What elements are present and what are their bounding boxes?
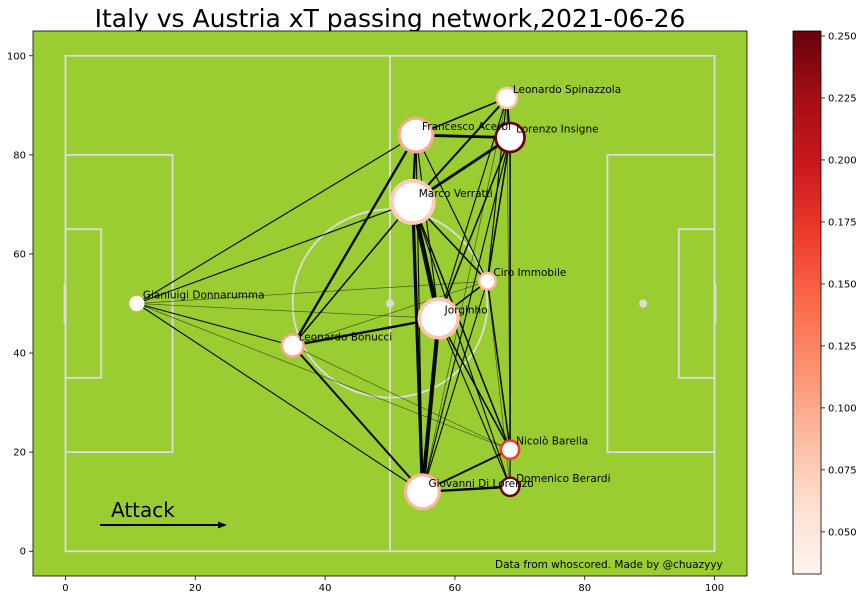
pass-line bbox=[136, 302, 424, 493]
player-node-core bbox=[393, 182, 432, 222]
player-label: Gianluigi Donnarumma bbox=[143, 290, 265, 302]
colorbar: 0.050 0.075 0.100 0.125 0.150 0.175 0.200 0.225… bbox=[792, 30, 857, 575]
pass-line bbox=[486, 280, 511, 451]
x-tick-label: 60 bbox=[449, 583, 462, 594]
pass-line bbox=[506, 97, 511, 451]
player-node-core bbox=[407, 476, 438, 508]
centre-spot bbox=[386, 299, 394, 308]
colorbar-tick-label: 0.125 bbox=[828, 341, 857, 352]
player-node-core bbox=[496, 124, 524, 151]
centre-circle bbox=[291, 208, 489, 399]
y-tick-label: 0 bbox=[20, 547, 26, 558]
player-label: Domenico Berardi bbox=[516, 473, 610, 485]
attack-label: Attack bbox=[111, 498, 175, 522]
pass-line bbox=[422, 97, 508, 493]
pass-line bbox=[291, 133, 418, 347]
pass-line bbox=[438, 317, 511, 488]
x-tick-label: 40 bbox=[319, 583, 332, 594]
x-axis: 0 20 40 60 80 100 bbox=[62, 576, 724, 594]
penalty-spot-right bbox=[639, 299, 648, 308]
pass-line bbox=[411, 200, 425, 494]
pass-line bbox=[292, 345, 511, 451]
x-tick-label: 20 bbox=[189, 583, 202, 594]
pass-line bbox=[136, 303, 440, 319]
pass-line bbox=[415, 134, 488, 282]
y-tick-label: 100 bbox=[7, 51, 26, 62]
pass-line bbox=[412, 201, 511, 488]
pass-line bbox=[411, 96, 508, 203]
pass-line bbox=[291, 344, 424, 493]
y-tick-label: 60 bbox=[13, 249, 26, 260]
pass-line bbox=[136, 280, 488, 304]
colorbar-tick-label: 0.050 bbox=[828, 527, 857, 538]
player-node-core bbox=[480, 274, 495, 289]
attack-annotation: Attack bbox=[100, 498, 227, 529]
player-node-core bbox=[282, 335, 303, 356]
footnote: Data from whoscored. Made by @chuazyyy bbox=[495, 559, 723, 571]
y-tick-label: 20 bbox=[13, 448, 26, 459]
colorbar-tick-label: 0.200 bbox=[828, 155, 857, 166]
pass-line bbox=[437, 136, 511, 320]
pitch-markings bbox=[63, 54, 717, 553]
colorbar-tick-label: 0.075 bbox=[828, 465, 857, 476]
x-tick-label: 100 bbox=[705, 583, 724, 594]
player-label: Lorenzo Insigne bbox=[516, 124, 598, 136]
colorbar-tick-label: 0.250 bbox=[828, 31, 857, 42]
colorbar-tick-label: 0.225 bbox=[828, 93, 857, 104]
pass-line bbox=[421, 280, 488, 493]
colorbar-tick-label: 0.150 bbox=[828, 279, 857, 290]
pass-line bbox=[136, 134, 417, 305]
six-yard-box-right bbox=[677, 228, 716, 379]
player-label: Marco Verratti bbox=[419, 188, 493, 200]
player-label: Leonardo Bonucci bbox=[299, 332, 393, 344]
player-node-core bbox=[131, 298, 143, 309]
colorbar-ticks: 0.050 0.075 0.100 0.125 0.150 0.175 0.200 0.225… bbox=[821, 31, 857, 538]
pass-line bbox=[136, 303, 511, 451]
player-node-core bbox=[498, 89, 516, 107]
chart-title: Italy vs Austria xT passing network,2021… bbox=[95, 4, 686, 33]
colorbar-tick-label: 0.100 bbox=[828, 403, 857, 414]
player-label: Ciro Immobile bbox=[493, 267, 566, 279]
player-label: Leonardo Spinazzola bbox=[513, 84, 621, 96]
pass-line bbox=[291, 317, 440, 347]
pass-line bbox=[136, 302, 294, 347]
pass-line bbox=[291, 201, 414, 347]
colorbar-tick-label: 0.175 bbox=[828, 217, 857, 228]
player-node-core bbox=[502, 478, 518, 495]
x-tick-label: 80 bbox=[578, 583, 591, 594]
pass-line bbox=[415, 134, 440, 319]
player-labels: Gianluigi Donnarumma Leonardo Bonucci Fran… bbox=[143, 84, 621, 490]
player-label: Jorginho bbox=[444, 304, 488, 316]
player-label: Francesco Acerbi bbox=[422, 121, 511, 133]
six-yard-box-left bbox=[64, 228, 103, 379]
attack-arrow-head bbox=[218, 521, 227, 529]
pass-line bbox=[136, 201, 414, 305]
pass-line bbox=[486, 136, 511, 282]
x-tick-label: 0 bbox=[62, 583, 68, 594]
player-node-core bbox=[400, 119, 432, 151]
pass-line bbox=[420, 316, 441, 494]
y-axis: 0 20 40 60 80 100 bbox=[7, 51, 33, 558]
player-node-core bbox=[421, 300, 457, 336]
colorbar-gradient bbox=[792, 30, 822, 575]
player-node-core bbox=[502, 441, 518, 458]
y-tick-label: 40 bbox=[13, 349, 26, 360]
y-tick-label: 80 bbox=[13, 150, 26, 161]
pass-line bbox=[421, 136, 511, 493]
player-label: Nicolò Barella bbox=[516, 436, 588, 448]
pass-line bbox=[292, 280, 488, 346]
player-nodes bbox=[129, 86, 526, 511]
player-label: Giovanni Di Lorenzo bbox=[428, 478, 533, 490]
